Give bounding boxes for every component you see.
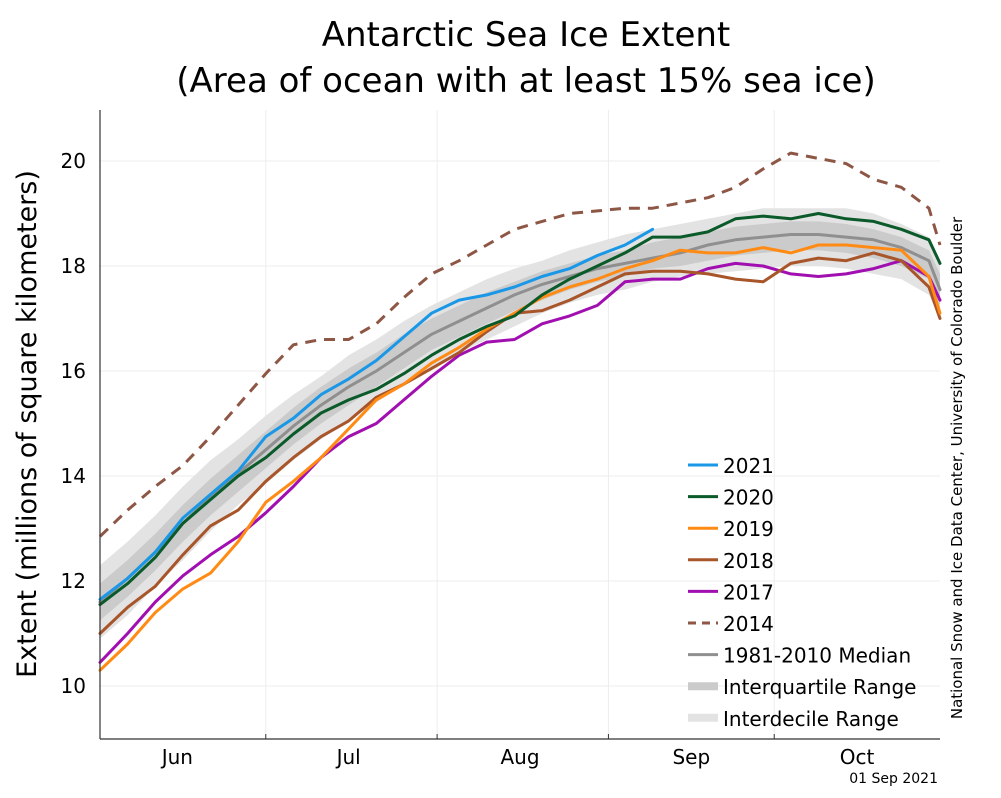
y-tick-label: 20 [61,149,86,173]
legend-item: 1981-2010 Median [688,644,911,668]
y-axis-label: Extent (millions of square kilometers) [12,170,43,678]
band-interdecile-range [100,208,940,639]
band-interquartile-range [100,221,940,621]
series-line-2014 [98,151,942,538]
y-tick-label: 16 [61,359,86,383]
legend-label: 2017 [723,580,774,604]
x-tick-label: Sep [672,745,710,769]
legend-item: Interdecile Range [688,707,899,731]
legend: 2021 2020 2019 2018 2017 2014 1981-2010 Median… [688,454,916,731]
date-stamp: 01 Sep 2021 [849,771,938,787]
axes [99,110,940,740]
x-tick-label: Oct [840,745,875,769]
legend-item: 2014 [688,612,774,636]
x-tick-label: Jul [335,745,361,769]
legend-item: 2017 [688,580,774,604]
legend-label: 1981-2010 Median [723,644,911,668]
series-line-2018 [98,251,942,635]
series-line-2021 [98,227,655,601]
y-tick-label: 12 [61,569,86,593]
credit-text: National Snow and Ice Data Center, Unive… [948,216,966,719]
legend-item: 2019 [688,517,774,541]
y-tick-label: 14 [61,464,86,488]
y-tick-labels: 10 12 14 16 18 20 [61,149,86,698]
chart-subtitle: (Area of ocean with at least 15% sea ice… [176,61,875,101]
legend-item: 2020 [688,486,774,510]
series-line-2020 [98,212,942,607]
legend-label: 2020 [723,486,774,510]
legend-item: Interquartile Range [688,675,916,699]
legend-label: 2021 [723,454,774,478]
series-line-1981-2010-median [98,233,942,604]
x-tick-label: Jun [160,745,193,769]
legend-item: 2021 [688,454,774,478]
series-lines [98,151,942,672]
x-tick-labels: Jun Jul Aug Sep Oct [160,745,875,769]
y-tick-label: 10 [61,674,86,698]
legend-item: 2018 [688,549,774,573]
legend-label: Interdecile Range [723,707,899,731]
range-bands [100,208,940,639]
legend-label: Interquartile Range [723,675,916,699]
legend-label: 2018 [723,549,774,573]
y-tick-label: 18 [61,254,86,278]
x-tick-label: Aug [500,745,539,769]
chart-title: Antarctic Sea Ice Extent [322,15,731,55]
legend-label: 2014 [723,612,774,636]
legend-label: 2019 [723,517,774,541]
